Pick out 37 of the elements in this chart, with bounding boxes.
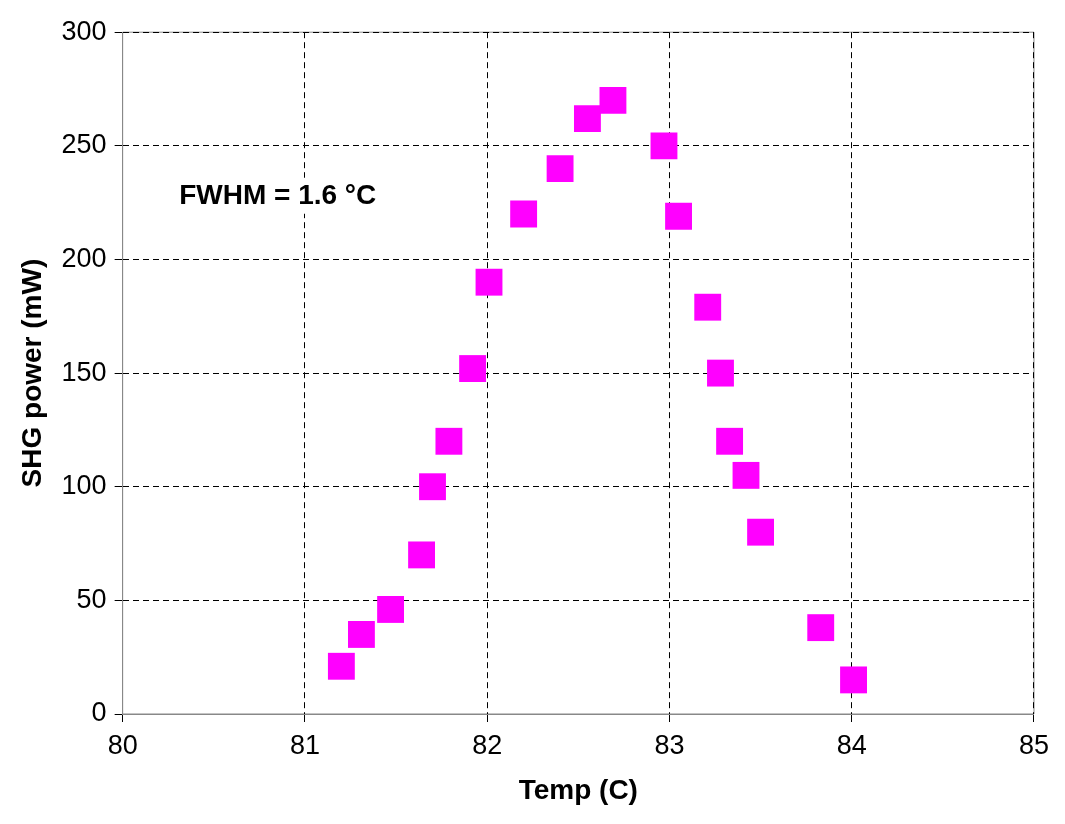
point <box>807 614 835 642</box>
point <box>840 666 867 694</box>
point <box>665 202 692 230</box>
annotation: FWHM = 1.6 °C <box>179 178 377 210</box>
point <box>694 293 722 321</box>
y-tick-label: 50 <box>76 583 107 614</box>
point <box>408 541 435 569</box>
y-axis-title: SHG power (mW) <box>15 258 47 488</box>
y-tick-label: 300 <box>61 15 107 46</box>
x-tick-label: 84 <box>836 729 867 760</box>
y-tick-label: 0 <box>91 697 107 728</box>
point <box>459 355 487 382</box>
y-tick-label: 100 <box>61 470 107 501</box>
point <box>573 105 601 132</box>
point <box>747 518 775 546</box>
point <box>546 155 574 182</box>
x-tick-label: 83 <box>654 729 685 760</box>
point <box>347 621 375 648</box>
y-tick-label: 150 <box>61 356 107 387</box>
point <box>510 200 538 228</box>
point <box>377 596 405 623</box>
point <box>716 427 744 455</box>
point <box>475 268 503 296</box>
point <box>650 132 678 160</box>
y-tick-label: 250 <box>61 129 107 160</box>
point <box>327 652 355 680</box>
point <box>732 461 760 489</box>
x-axis-title: Temp (C) <box>518 773 638 805</box>
x-tick-label: 85 <box>1018 729 1050 760</box>
point <box>707 359 734 387</box>
x-tick-label: 82 <box>472 729 503 760</box>
x-tick-label: 81 <box>289 729 320 760</box>
point <box>599 86 627 114</box>
point <box>435 427 463 455</box>
point <box>419 473 446 501</box>
x-tick-label: 80 <box>107 729 138 760</box>
y-tick-label: 200 <box>61 242 107 273</box>
